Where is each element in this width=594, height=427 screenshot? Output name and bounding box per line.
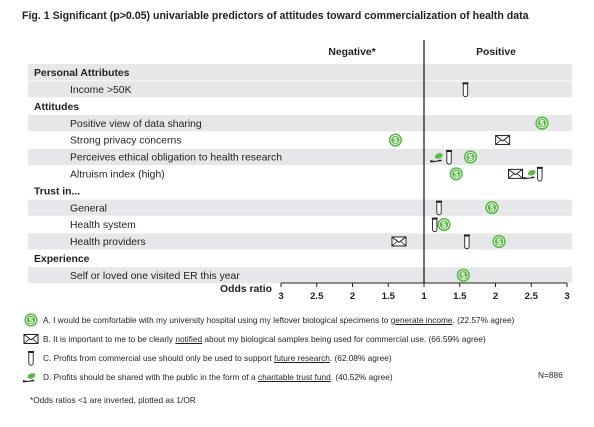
row-label: Health providers bbox=[70, 237, 146, 248]
legend-item: $ A. I would be comfortable with my unive… bbox=[22, 312, 514, 328]
x-tick-label: 2.5 bbox=[525, 291, 539, 302]
footnote: *Odds ratios <1 are inverted, plotted as… bbox=[30, 395, 196, 405]
point-dollar-coin-icon: $ bbox=[492, 234, 506, 249]
point-dollar-coin-icon: $ bbox=[449, 167, 463, 181]
x-tick-label: 1.5 bbox=[453, 291, 467, 302]
positive-side-label: Positive bbox=[476, 47, 516, 58]
legend-text: B. It is important to me to be clearly n… bbox=[43, 334, 486, 344]
point-hand-coin-icon bbox=[430, 153, 443, 163]
hand-coin-icon-glyph bbox=[23, 373, 36, 383]
row-label: General bbox=[70, 203, 107, 214]
point-test-tube-icon bbox=[446, 149, 453, 165]
row-label: Positive view of data sharing bbox=[70, 119, 202, 130]
row-group-heading: Attitudes bbox=[34, 102, 79, 113]
point-envelope-icon bbox=[391, 236, 407, 247]
row-label: Altruism index (high) bbox=[70, 169, 165, 180]
row-group-heading: Trust in... bbox=[34, 186, 80, 197]
point-test-tube-icon bbox=[431, 217, 438, 233]
point-test-tube-icon bbox=[436, 200, 443, 216]
svg-text:$: $ bbox=[393, 136, 398, 145]
row-label: Perceives ethical obligation to health r… bbox=[70, 153, 282, 164]
svg-text:$: $ bbox=[497, 237, 502, 246]
row-band bbox=[28, 114, 572, 132]
legend-text: A. I would be comfortable with my univer… bbox=[43, 315, 515, 325]
odds-ratio-chart: 3 2.5 2 1.5 1 1.5 2 2.5 3 Odds ratio Negative* Posi… bbox=[28, 40, 572, 302]
point-test-tube-icon bbox=[536, 166, 543, 182]
point-dollar-coin-icon: $ bbox=[456, 268, 470, 282]
x-tick-label: 2 bbox=[493, 291, 498, 302]
sample-size-label: N=886 bbox=[538, 370, 563, 380]
row-label: Strong privacy concerns bbox=[70, 136, 181, 147]
x-tick-label: 1.5 bbox=[382, 291, 396, 302]
row-label: Self or loved one visited ER this year bbox=[70, 271, 240, 282]
legend-text: D. Profits should be shared with the pub… bbox=[43, 372, 393, 382]
row-label: Income >50K bbox=[70, 85, 132, 96]
test-tube-icon-glyph bbox=[28, 351, 34, 366]
point-envelope-icon bbox=[508, 168, 524, 179]
row-band bbox=[28, 80, 572, 98]
row-band bbox=[28, 266, 572, 284]
row-band bbox=[28, 199, 572, 217]
row-band bbox=[28, 64, 572, 81]
negative-side-label: Negative* bbox=[328, 47, 376, 58]
envelope-icon-glyph bbox=[23, 334, 39, 344]
point-test-tube-icon bbox=[462, 82, 469, 97]
x-tick-label: 2 bbox=[350, 291, 355, 302]
test-tube-icon bbox=[28, 351, 34, 366]
envelope-icon bbox=[23, 334, 39, 344]
svg-text:$: $ bbox=[490, 204, 495, 213]
legend-item: D. Profits should be shared with the pub… bbox=[22, 369, 393, 385]
x-tick-label: 3 bbox=[564, 291, 569, 302]
row-group-heading: Personal Attributes bbox=[34, 68, 130, 79]
point-dollar-coin-icon: $ bbox=[437, 217, 451, 232]
svg-text:$: $ bbox=[461, 271, 466, 280]
svg-text:$: $ bbox=[454, 170, 459, 179]
point-hand-coin-icon bbox=[523, 170, 536, 180]
legend-item: C. Profits from commercial use should on… bbox=[22, 350, 392, 366]
svg-text:$: $ bbox=[442, 221, 447, 230]
x-tick-label: 3 bbox=[278, 291, 283, 302]
point-dollar-coin-icon: $ bbox=[388, 133, 402, 147]
x-tick-label: 1 bbox=[421, 291, 427, 302]
hand-coin-icon bbox=[23, 373, 36, 383]
legend-item: B. It is important to me to be clearly n… bbox=[22, 331, 486, 347]
x-axis-label: Odds ratio bbox=[220, 284, 272, 295]
dollar-coin-icon: $ bbox=[24, 313, 38, 327]
point-dollar-coin-icon: $ bbox=[463, 150, 478, 164]
x-tick-label: 2.5 bbox=[310, 291, 324, 302]
row-group-heading: Experience bbox=[34, 254, 90, 265]
point-test-tube-icon bbox=[463, 234, 470, 250]
svg-text:$: $ bbox=[540, 119, 545, 128]
point-envelope-icon bbox=[495, 135, 511, 146]
row-band bbox=[28, 233, 572, 250]
legend-text: C. Profits from commercial use should on… bbox=[43, 353, 392, 363]
row-label: Health system bbox=[70, 220, 136, 231]
point-dollar-coin-icon: $ bbox=[535, 116, 549, 130]
point-dollar-coin-icon: $ bbox=[485, 201, 499, 215]
chart-title: Fig. 1 Significant (p>0.05) univariable … bbox=[22, 10, 529, 22]
dollar-coin-icon-glyph: $ bbox=[24, 313, 38, 327]
svg-text:$: $ bbox=[29, 316, 34, 325]
svg-text:$: $ bbox=[468, 153, 473, 162]
